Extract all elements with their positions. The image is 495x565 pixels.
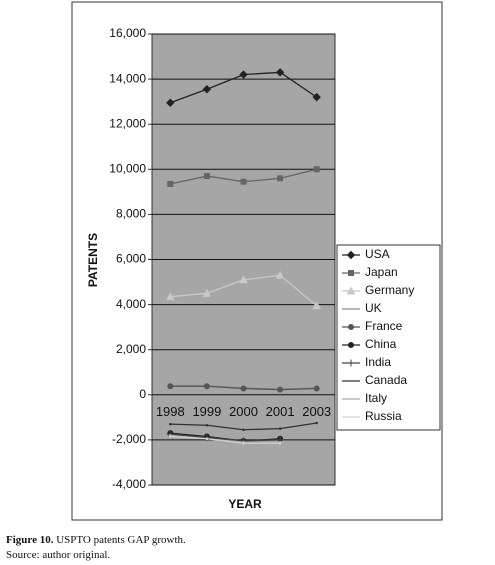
- data-point: [312, 301, 322, 310]
- x-tick-label: 2001: [266, 404, 295, 419]
- legend-marker: [348, 342, 354, 348]
- legend-marker: [347, 359, 355, 367]
- legend-label: Germany: [365, 283, 414, 297]
- data-point: [313, 166, 320, 173]
- data-point: [167, 383, 174, 390]
- y-tick-label: 14,000: [109, 71, 146, 85]
- y-tick-label: 16,000: [109, 26, 146, 40]
- data-point: [205, 437, 209, 441]
- legend-label: India: [365, 355, 391, 369]
- data-point: [315, 421, 319, 425]
- data-point: [166, 98, 175, 107]
- data-point: [277, 175, 284, 182]
- x-tick-label: 2003: [302, 404, 331, 419]
- data-point: [240, 385, 247, 392]
- series-line: [170, 435, 281, 444]
- data-point: [242, 428, 245, 432]
- legend-label: Italy: [365, 391, 387, 405]
- data-point: [313, 385, 320, 392]
- legend-label: USA: [365, 247, 390, 261]
- x-tick-label: 1998: [156, 404, 185, 419]
- chart: PATENTS YEAR -4,000 -2,000 0 2,000 4,000 6,00…: [71, 1, 443, 521]
- data-point: [169, 435, 172, 438]
- y-tick-label: 2,000: [116, 342, 146, 356]
- data-point: [242, 441, 245, 445]
- legend-marker: [346, 286, 356, 295]
- x-tick-label: 1999: [192, 404, 221, 419]
- data-point: [312, 92, 321, 102]
- y-tick-label: 8,000: [116, 207, 146, 221]
- x-axis-label: YEAR: [228, 497, 262, 511]
- legend-label: China: [365, 337, 397, 351]
- y-tick-label: 6,000: [116, 252, 146, 266]
- legend-label: Canada: [365, 373, 407, 387]
- figure-label: Figure 10.: [6, 534, 54, 546]
- data-point: [202, 288, 212, 297]
- data-point: [275, 270, 285, 279]
- data-point: [277, 386, 284, 393]
- y-tick-label: 4,000: [116, 297, 146, 311]
- legend-label: UK: [365, 301, 382, 315]
- y-tick-label: 0: [139, 387, 146, 401]
- legend-marker: [348, 324, 354, 330]
- legend-label: France: [365, 319, 403, 333]
- y-axis-label: PATENTS: [86, 233, 100, 287]
- series-line: [170, 433, 281, 442]
- caption-text: USPTO patents GAP growth.: [56, 534, 186, 546]
- y-tick-label: -2,000: [112, 432, 146, 446]
- legend-label: Japan: [365, 265, 398, 279]
- data-point: [202, 85, 212, 94]
- caption: Figure 10. USPTO patents GAP growth.: [6, 534, 186, 546]
- data-point: [278, 441, 282, 445]
- data-point: [239, 275, 248, 284]
- data-point: [165, 292, 175, 301]
- x-tick-label: 2000: [229, 404, 258, 419]
- legend-label: Russia: [365, 409, 402, 423]
- data-point: [203, 383, 210, 390]
- y-tick-label: 10,000: [109, 161, 146, 175]
- y-tick-label: 12,000: [109, 116, 146, 130]
- y-tick-label: -4,000: [112, 477, 146, 491]
- data-point: [278, 427, 282, 430]
- source: Source: author original.: [6, 549, 111, 561]
- data-point: [239, 70, 248, 79]
- data-point: [169, 422, 172, 426]
- legend-marker: [346, 250, 356, 260]
- data-point: [205, 423, 209, 427]
- legend-marker: [348, 270, 354, 276]
- data-point: [167, 180, 174, 187]
- data-point: [203, 173, 210, 180]
- data-point: [275, 68, 285, 77]
- data-point: [240, 178, 247, 185]
